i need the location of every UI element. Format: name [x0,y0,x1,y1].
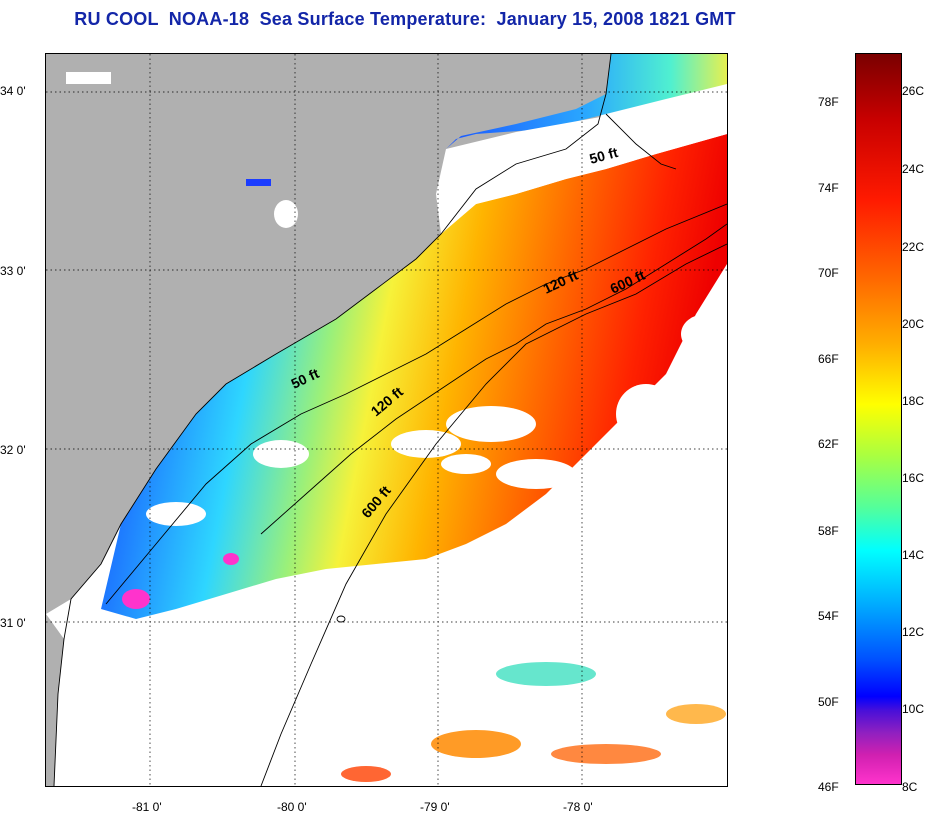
colorbar-f-74: 74F [818,181,839,195]
colorbar-f-66: 66F [818,352,839,366]
temperature-colorbar [855,53,902,785]
colorbar-c-18: 18C [902,394,925,408]
colorbar-c-24: 24C [902,162,925,176]
map-title: RU COOL NOAA-18 Sea Surface Temperature:… [74,9,736,29]
depth-contours [105,113,727,786]
colorbar-f-50: 50F [818,695,839,709]
colorbar-f-54: 54F [818,609,839,623]
contour-120ft [260,223,727,535]
sst-top-band [446,54,727,149]
lon-label-78: -78 0' [563,800,593,814]
colorbar-c-16: 16C [902,471,925,485]
colorbar-f-62: 62F [818,437,839,451]
south-sst-patches [122,553,726,782]
lat-label-33: 33 0' [0,264,26,278]
colorbar-c-10: 10C [902,702,925,716]
sst-main-swath [101,134,727,619]
depth-label-50ft-north: 50 ft [588,144,620,167]
lat-label-31: 31 0' [0,616,26,630]
colorbar-c-14: 14C [902,548,925,562]
colorbar-c-8: 8C [902,780,918,794]
colorbar-f-70: 70F [818,266,839,280]
graticule [46,54,727,786]
colorbar-c-26: 26C [902,84,925,98]
sst-map: 50 ft 120 ft 600 ft 50 ft 120 ft 600 ft [45,53,728,787]
inland-water [66,72,298,228]
contour-600ft [260,243,727,786]
colorbar-f-58: 58F [818,524,839,538]
colorbar-c-20: 20C [902,317,925,331]
colorbar-f-46: 46F [818,780,839,794]
sst-map-svg: 50 ft 120 ft 600 ft 50 ft 120 ft 600 ft [46,54,727,786]
colorbar-c-22: 22C [902,240,925,254]
land-mass-south [46,614,64,786]
cloud-band-top [436,94,727,234]
contour-50ft [105,203,727,605]
colorbar-f-78: 78F [818,95,839,109]
lon-label-79: -79 0' [420,800,450,814]
contour-50ft-north [605,113,677,170]
lat-label-32: 32 0' [0,443,26,457]
lat-label-34: 34 0' [0,84,26,98]
lon-label-80: -80 0' [277,800,307,814]
colorbar-c-12: 12C [902,625,925,639]
coastline [53,54,612,786]
lon-label-81: -81 0' [132,800,162,814]
